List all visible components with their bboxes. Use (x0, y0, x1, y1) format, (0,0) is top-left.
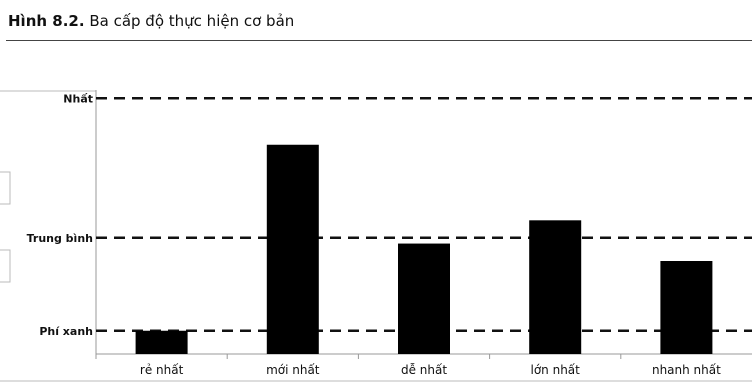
caption-divider (6, 40, 752, 41)
level-label-1: Trung bình (27, 232, 93, 245)
bar-2 (398, 243, 450, 354)
x-tick-label-2: dễ nhất (401, 363, 447, 377)
level-label-2: Nhất (63, 92, 93, 105)
x-tick-label-3: lớn nhất (531, 363, 581, 377)
bar-0 (135, 330, 188, 354)
figure-caption: Hình 8.2. Ba cấp độ thực hiện cơ bản (8, 12, 294, 30)
plot-frame (0, 90, 752, 382)
level-label-0: Phí xanh (39, 325, 93, 338)
legend-box-stub (0, 171, 11, 205)
x-tick-label-4: nhanh nhất (652, 363, 721, 377)
bar-3 (529, 220, 582, 354)
bar-1 (266, 144, 319, 354)
bar-4 (660, 261, 713, 354)
figure-title: Ba cấp độ thực hiện cơ bản (89, 12, 295, 30)
figure-number: Hình 8.2. (8, 12, 85, 30)
x-tick-label-1: mới nhất (266, 363, 320, 377)
legend-box-stub (0, 249, 11, 283)
x-tick-label-0: rẻ nhất (140, 363, 184, 377)
